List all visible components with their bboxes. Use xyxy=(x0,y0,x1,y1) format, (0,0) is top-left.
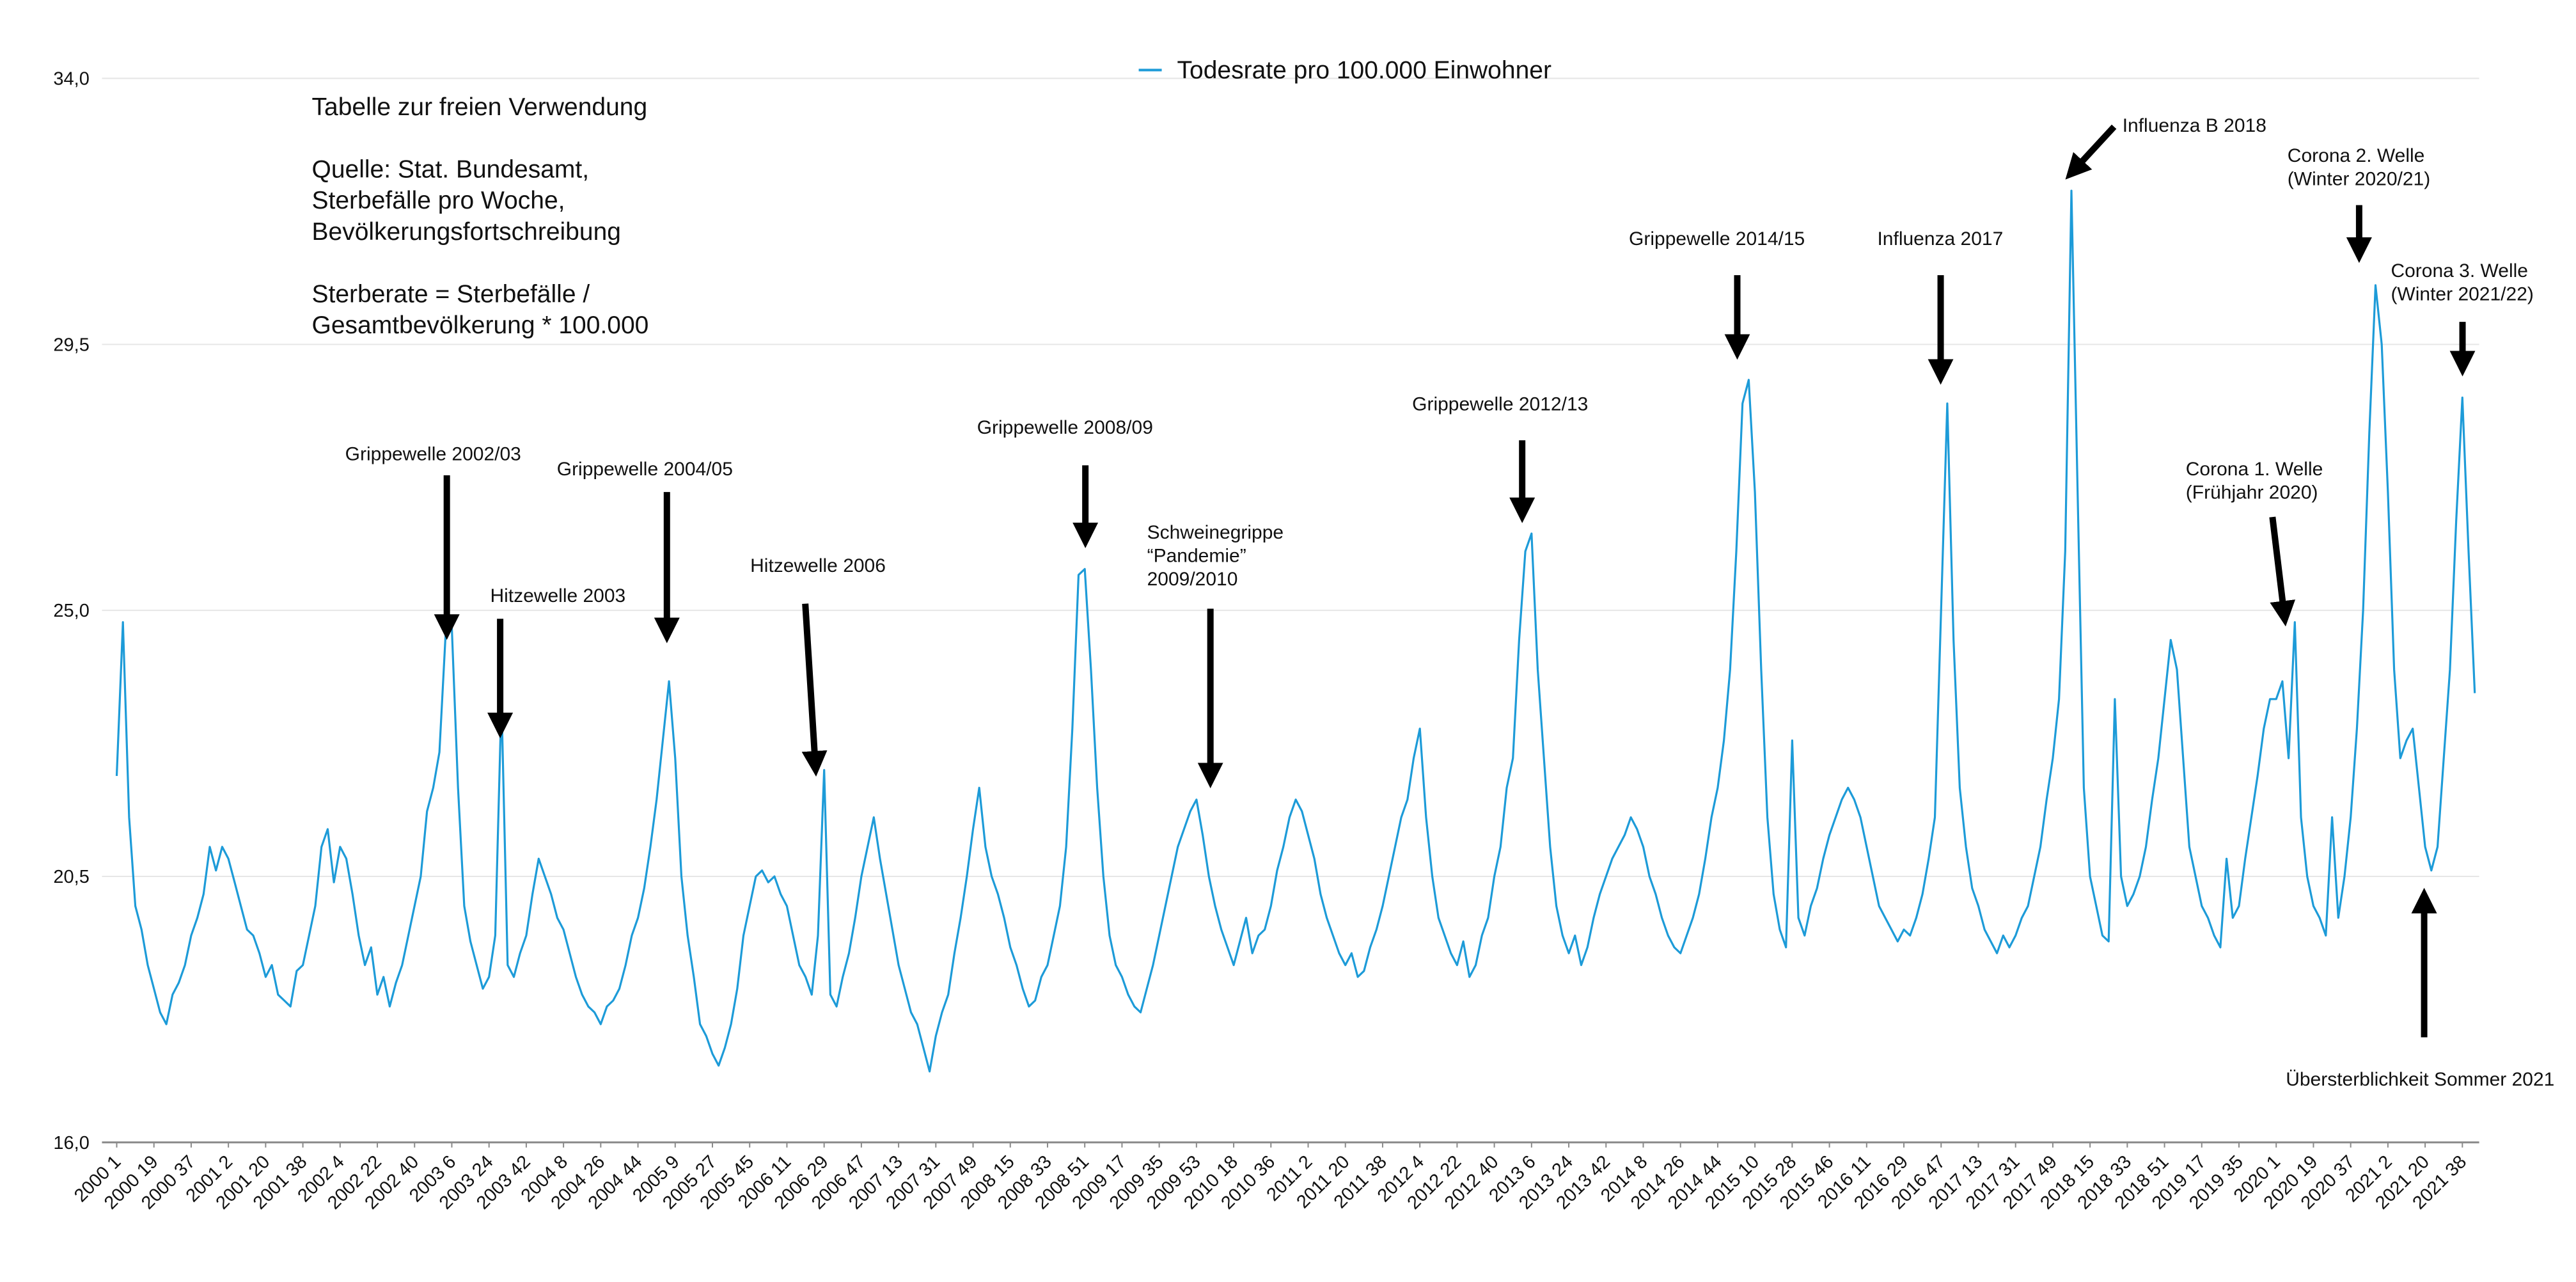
y-tick-label: 16,0 xyxy=(53,1133,89,1153)
annotation-text: Corona 2. Welle xyxy=(2288,145,2425,166)
annotation-arrow xyxy=(2065,124,2117,180)
annotation-text: Grippewelle 2014/15 xyxy=(1629,228,1805,249)
note-text: Gesamtbevölkerung * 100.000 xyxy=(312,312,649,339)
annotation-text: Influenza B 2018 xyxy=(2123,115,2266,136)
annotation-text: Corona 3. Welle xyxy=(2391,260,2528,281)
annotation-text: Grippewelle 2008/09 xyxy=(977,417,1153,438)
y-tick-label: 25,0 xyxy=(53,601,89,621)
annotation-text: Schweinegrippe xyxy=(1147,522,1284,543)
note-text: Sterberate = Sterbefälle / xyxy=(312,280,590,308)
y-tick-label: 29,5 xyxy=(53,335,89,355)
annotation-text: Hitzewelle 2003 xyxy=(490,585,625,606)
note-text: Sterbefälle pro Woche, xyxy=(312,187,565,214)
note-text: Tabelle zur freien Verwendung xyxy=(312,93,648,121)
annotation-text: Grippewelle 2002/03 xyxy=(345,444,521,465)
annotation-text: Hitzewelle 2006 xyxy=(750,555,886,576)
annotation-text: “Pandemie” xyxy=(1147,546,1246,567)
note-text: Quelle: Stat. Bundesamt, xyxy=(312,155,590,183)
note-text: Bevölkerungsfortschreibung xyxy=(312,218,621,246)
legend-label: Todesrate pro 100.000 Einwohner xyxy=(1177,56,1551,84)
y-tick-label: 34,0 xyxy=(53,69,89,90)
annotation-text: (Frühjahr 2020) xyxy=(2186,482,2318,503)
y-tick-label: 20,5 xyxy=(53,867,89,887)
annotation-text: Grippewelle 2012/13 xyxy=(1412,393,1588,415)
annotation-text: (Winter 2020/21) xyxy=(2288,168,2430,189)
annotation-text: Übersterblichkeit Sommer 2021 xyxy=(2286,1069,2554,1090)
annotation-text: Influenza 2017 xyxy=(1877,228,2003,249)
annotation-text: Corona 1. Welle xyxy=(2186,459,2323,480)
annotation-arrow xyxy=(2269,516,2296,627)
annotation-arrow xyxy=(801,603,828,777)
annotation-text: (Winter 2021/22) xyxy=(2391,283,2533,305)
data-line xyxy=(115,189,2476,1073)
annotation-text: Grippewelle 2004/05 xyxy=(557,459,733,480)
annotation-text: 2009/2010 xyxy=(1147,569,1238,590)
